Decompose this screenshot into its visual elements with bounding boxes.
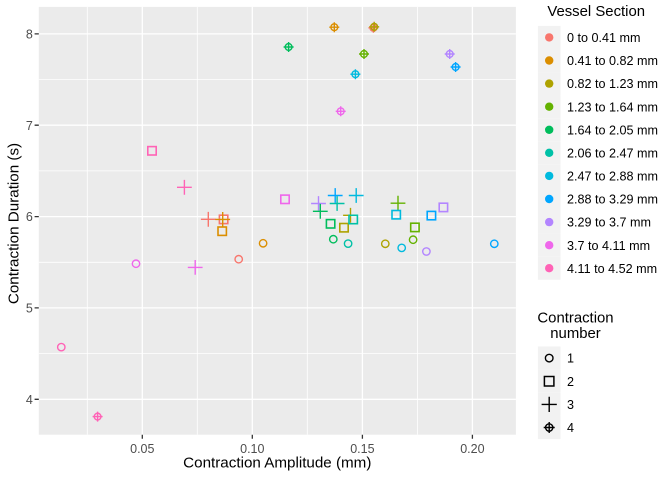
svg-text:2.47 to 2.88 mm: 2.47 to 2.88 mm: [567, 170, 658, 184]
svg-text:0.20: 0.20: [460, 442, 484, 456]
svg-text:0.41 to 0.82 mm: 0.41 to 0.82 mm: [567, 54, 658, 68]
svg-text:Contraction Duration (s): Contraction Duration (s): [6, 143, 23, 304]
svg-text:0.10: 0.10: [240, 442, 264, 456]
svg-text:4: 4: [26, 393, 33, 407]
svg-text:0 to 0.41 mm: 0 to 0.41 mm: [567, 31, 641, 45]
svg-text:Contraction Amplitude (mm): Contraction Amplitude (mm): [183, 455, 371, 472]
svg-text:3: 3: [567, 398, 574, 412]
svg-text:4.11 to 4.52 mm: 4.11 to 4.52 mm: [567, 262, 657, 276]
svg-text:1.23 to 1.64 mm: 1.23 to 1.64 mm: [567, 100, 658, 114]
svg-text:Contraction: Contraction: [537, 310, 613, 326]
svg-text:number: number: [550, 326, 601, 342]
svg-text:5: 5: [26, 302, 33, 316]
svg-text:1.64 to 2.05 mm: 1.64 to 2.05 mm: [567, 123, 658, 137]
svg-text:4: 4: [567, 421, 574, 435]
svg-text:2.06 to 2.47 mm: 2.06 to 2.47 mm: [567, 146, 658, 160]
svg-text:0.15: 0.15: [350, 442, 374, 456]
svg-text:8: 8: [26, 28, 33, 42]
svg-text:2: 2: [567, 375, 574, 389]
svg-text:6: 6: [26, 210, 33, 224]
svg-text:0.82 to 1.23 mm: 0.82 to 1.23 mm: [567, 77, 658, 91]
svg-text:3.29 to 3.7 mm: 3.29 to 3.7 mm: [567, 216, 651, 230]
svg-text:1: 1: [567, 352, 574, 366]
svg-text:7: 7: [26, 119, 33, 133]
svg-text:Vessel Section: Vessel Section: [547, 4, 645, 20]
svg-text:2.88 to 3.29 mm: 2.88 to 3.29 mm: [567, 193, 658, 207]
svg-text:3.7 to 4.11 mm: 3.7 to 4.11 mm: [567, 239, 650, 253]
svg-text:0.05: 0.05: [130, 442, 154, 456]
